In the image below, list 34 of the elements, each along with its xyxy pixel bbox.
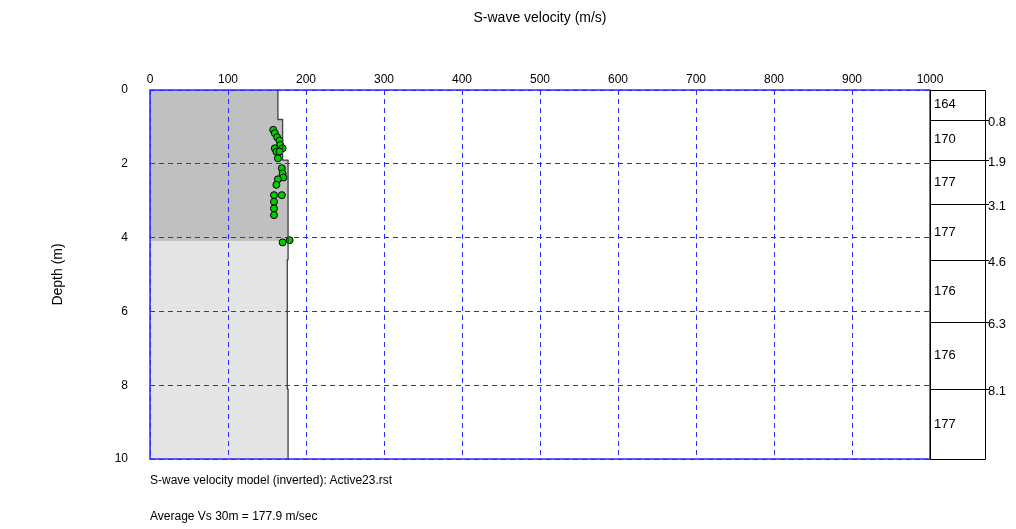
- y-tick-label: 2: [121, 156, 129, 171]
- ref-line-label: 4.6: [988, 254, 1007, 270]
- ref-line-label: 1.9: [988, 154, 1007, 170]
- y-axis-title: Depth (m): [49, 243, 66, 306]
- text: S-wave velocity model (inverted): Active23.rst: [150, 473, 393, 488]
- x-tick-label: 0: [146, 72, 154, 87]
- y-tick-label: 4: [121, 229, 129, 244]
- text: 177: [934, 173, 956, 189]
- text: 176: [934, 282, 956, 298]
- text: 177: [934, 415, 956, 431]
- text: 170: [934, 131, 956, 147]
- x-tick-label: 500: [529, 72, 551, 87]
- x-tick-label: 1000: [916, 72, 944, 87]
- x-tick-label: 600: [607, 72, 629, 87]
- x-axis-title: S-wave velocity (m/s): [473, 9, 607, 26]
- x-tick-label: 200: [295, 72, 317, 87]
- text: Average Vs 30m = 177.9 m/sec: [150, 509, 318, 524]
- ref-line-label: 8.1: [988, 383, 1007, 399]
- x-tick-label: 100: [217, 72, 239, 87]
- y-tick-label: 6: [121, 303, 129, 318]
- y-tick-label: 10: [114, 451, 129, 466]
- text: 176: [934, 347, 956, 363]
- y-tick-label: 8: [121, 377, 129, 392]
- x-tick-label: 800: [763, 72, 785, 87]
- text: 164: [934, 96, 956, 112]
- ref-line-label: 0.8: [988, 114, 1007, 130]
- text: 177: [934, 223, 956, 239]
- x-tick-label: 900: [841, 72, 863, 87]
- x-tick-label: 400: [451, 72, 473, 87]
- ref-line-label: 3.1: [988, 198, 1007, 214]
- x-tick-label: 700: [685, 72, 707, 87]
- y-tick-label: 0: [121, 82, 129, 97]
- ref-line-label: 6.3: [988, 316, 1007, 332]
- x-tick-label: 300: [373, 72, 395, 87]
